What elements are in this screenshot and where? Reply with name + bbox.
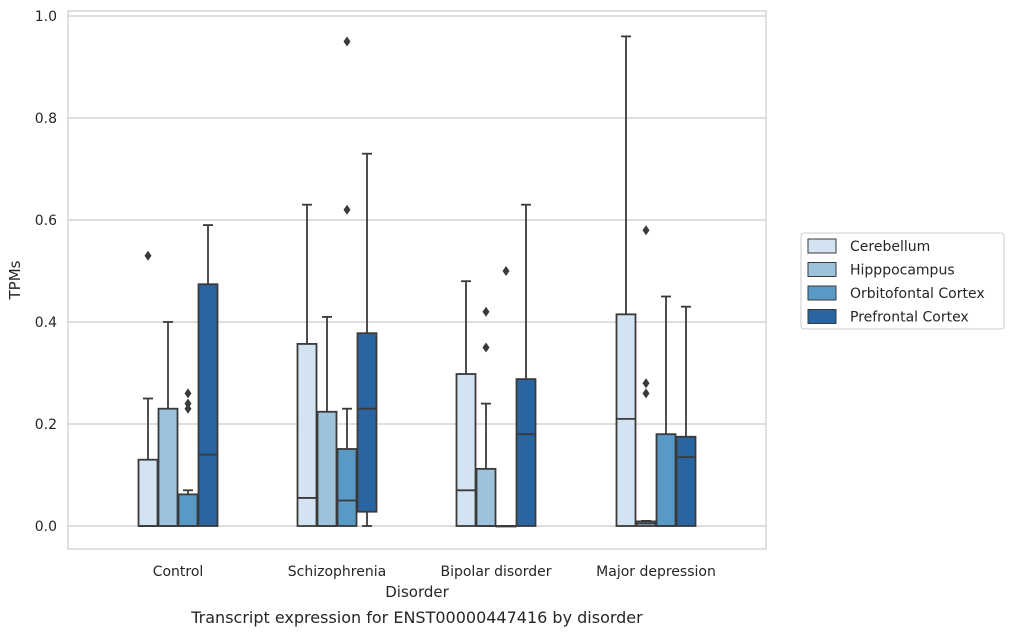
legend-label: Orbitofontal Cortex (850, 286, 985, 302)
x-tick-label: Control (153, 564, 204, 580)
outlier-marker (482, 306, 490, 317)
x-axis-label: Disorder (385, 583, 449, 601)
box-rect (157, 407, 179, 527)
box-rect (296, 343, 318, 527)
box-3-3 (675, 305, 697, 527)
box-2-3 (655, 295, 677, 527)
y-tick-label: 0.2 (35, 417, 57, 433)
x-tick-label: Bipolar disorder (440, 564, 551, 580)
y-tick-label: 0.4 (35, 315, 57, 331)
legend-frame (800, 232, 1005, 330)
legend-label: Cerebellum (850, 239, 930, 255)
outlier-marker (184, 388, 192, 399)
box-3-0 (197, 224, 219, 527)
box-rect (316, 410, 338, 527)
box-rect (655, 433, 677, 527)
outlier-marker (343, 204, 351, 215)
box-2-0 (177, 388, 199, 527)
boxes-group (137, 35, 697, 528)
legend-label: Prefrontal Cortex (850, 310, 969, 326)
box-rect (515, 378, 537, 527)
box-rect (137, 458, 159, 527)
box-rect (615, 313, 637, 527)
box-rect (197, 283, 219, 527)
legend-swatch (807, 309, 837, 324)
y-tick-label: 0.6 (35, 213, 57, 229)
box-1-0 (157, 321, 179, 527)
box-rect (177, 493, 199, 527)
box-1-1 (316, 315, 338, 527)
outlier-marker (642, 225, 650, 236)
box-2-1 (336, 36, 358, 527)
outlier-marker (642, 378, 650, 389)
outlier-marker (642, 388, 650, 399)
box-0-0 (137, 250, 159, 527)
y-tick-label: 1.0 (35, 9, 57, 25)
box-0-3 (615, 35, 637, 527)
legend-label: Hipppocampus (850, 263, 955, 279)
outlier-marker (184, 403, 192, 414)
y-tick-labels: 0.0 0.2 0.4 0.6 0.8 1.0 (35, 9, 57, 535)
x-tick-labels: Control Schizophrenia Bipolar disorder Majo… (153, 564, 716, 580)
outlier-marker (184, 398, 192, 409)
box-rect (475, 467, 497, 527)
legend-swatch (807, 262, 837, 277)
outlier-marker (502, 266, 510, 276)
chart-caption: Transcript expression for ENST0000044741… (190, 608, 643, 627)
box-3-1 (356, 152, 378, 527)
x-tick-label: Major depression (596, 564, 716, 580)
box-3-2 (515, 203, 537, 527)
box-0-1 (296, 203, 318, 527)
legend-swatch (807, 238, 837, 254)
box-rect (675, 435, 697, 527)
y-tick-label: 0.0 (35, 519, 57, 535)
legend-swatch (807, 285, 837, 301)
box-2-2 (495, 266, 517, 528)
outlier-marker (482, 342, 490, 353)
box-rect (356, 332, 378, 513)
plot-area-frame (67, 10, 767, 550)
box-0-2 (455, 280, 477, 527)
x-tick-label: Schizophrenia (288, 564, 386, 580)
box-rect (455, 373, 477, 527)
outlier-marker (343, 36, 351, 47)
box-1-3 (635, 225, 657, 527)
y-tick-label: 0.8 (35, 111, 57, 127)
box-rect (336, 448, 358, 527)
box-1-2 (475, 306, 497, 527)
y-axis-label: TPMs (6, 260, 24, 300)
legend: Cerebellum Hipppocampus Orbitofontal Corte… (800, 232, 1005, 330)
outlier-marker (144, 250, 152, 261)
